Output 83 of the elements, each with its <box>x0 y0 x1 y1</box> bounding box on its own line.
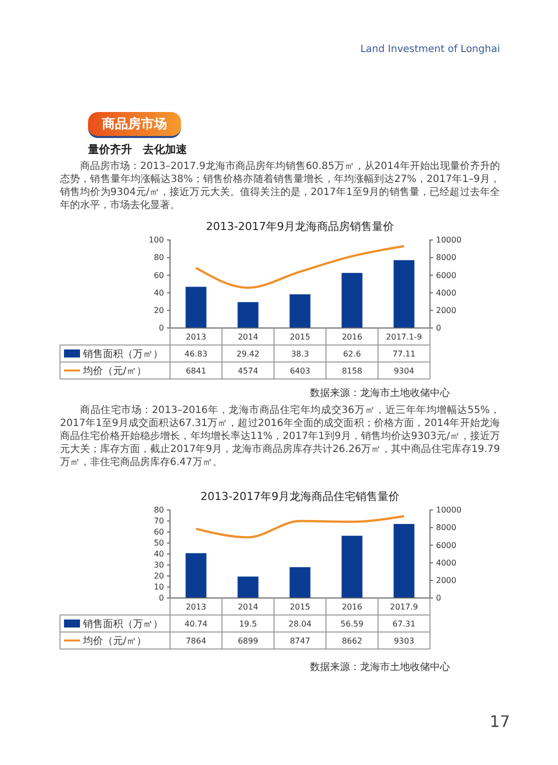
y-tick-label: 0 <box>158 324 164 333</box>
y2-tick-label: 10000 <box>436 236 462 245</box>
y2-tick-label: 2000 <box>436 306 456 315</box>
data-label: 9304 <box>394 366 414 376</box>
data-label: 9303 <box>394 636 414 646</box>
y-tick-label: 50 <box>154 538 164 548</box>
y2-tick-label: 4000 <box>436 558 456 568</box>
x-tick-label: 2017.9 <box>390 602 418 612</box>
legend-label: 销售面积（万㎡） <box>82 348 163 360</box>
x-tick-label: 2014 <box>238 332 258 342</box>
text: 量价齐升 去化加速 <box>88 142 188 157</box>
y-tick-label: 40 <box>154 288 164 298</box>
y-tick-label: 0 <box>158 594 164 603</box>
data-label: 77.11 <box>392 350 416 358</box>
x-tick-label: 2017.1-9 <box>386 332 422 342</box>
bar <box>342 536 362 598</box>
data-label: 62.6 <box>343 350 361 358</box>
source-note: 数据来源：龙海市土地收储中心 <box>309 386 450 400</box>
bar <box>394 260 414 328</box>
data-label: 38.3 <box>291 350 309 358</box>
bar <box>290 294 310 328</box>
y-tick-label: 20 <box>154 572 164 581</box>
y-tick-label: 10 <box>154 582 164 592</box>
text: 17 <box>488 712 510 731</box>
y-tick-label: 60 <box>154 270 164 280</box>
bar <box>342 272 362 328</box>
x-tick-label: 2013 <box>186 602 206 612</box>
source-note: 数据来源：龙海市土地收储中心 <box>309 660 450 674</box>
data-label: 29.42 <box>236 350 260 358</box>
y-tick-label: 80 <box>154 253 164 262</box>
y2-tick-label: 8000 <box>436 253 456 262</box>
x-tick-label: 2014 <box>238 602 258 612</box>
y2-tick-label: 6000 <box>436 540 456 550</box>
bar <box>238 302 258 328</box>
y-tick-label: 40 <box>154 550 164 559</box>
y2-tick-label: 6000 <box>436 270 456 280</box>
y-tick-label: 80 <box>154 506 164 515</box>
x-tick-label: 2016 <box>342 602 362 612</box>
bar <box>290 567 310 598</box>
data-label: 4574 <box>238 366 258 376</box>
y-tick-label: 100 <box>148 236 164 245</box>
legend-label: 销售面积（万㎡） <box>82 618 163 630</box>
bar <box>394 524 414 598</box>
data-label: 56.59 <box>340 620 364 628</box>
y2-tick-label: 0 <box>436 594 442 603</box>
legend-label: 均价（元/㎡） <box>82 635 146 647</box>
data-label: 6403 <box>290 366 310 376</box>
text: Land Investment of Longhai <box>359 44 500 55</box>
text: 商品房市场 <box>88 112 181 138</box>
text: 商品房市场：2013–2017.9龙海市商品房年均销售60.85万㎡，从2014年开始出现量价齐升的态势，销售量年均涨幅达38%；销售价格亦随着销售量增长，年均涨幅到达27%，2017年1–9月，销售均价为9304元/㎡，接近万元大关。值得关注的是，2017年1至9月的销售量，已经超过去年全年的水平，市场去化显著。 <box>60 160 500 212</box>
text: 商品住宅市场：2013–2016年，龙海市商品住宅年均成交36万㎡，近三年年均增幅达55%，2017年1至9月成交面积达67.31万㎡，超过2016年全面的成交面积；价格方面，2014年开始龙海商品住宅价格开始稳步增长，年均增长率达11%，2017年1到9月，销售均价达9303元/㎡，接近万元大关；库存方面，截止2017年9月，龙海市商品房库存共计26.26万㎡，其中商品住宅库存19.79万㎡，非住宅商品房库存6.47万㎡。 <box>60 404 500 469</box>
x-tick-label: 2013 <box>186 332 206 342</box>
data-label: 46.83 <box>184 350 208 358</box>
bar <box>186 553 206 598</box>
chart-title: 2013-2017年9月龙海商品住宅销售量价 <box>200 490 400 503</box>
data-label: 28.04 <box>288 620 312 628</box>
data-label: 6899 <box>238 636 258 646</box>
legend-label: 均价（元/㎡） <box>82 365 146 377</box>
data-label: 8158 <box>342 366 362 376</box>
y2-tick-label: 10000 <box>436 506 462 515</box>
chart-title: 2013-2017年9月龙海商品房销售量价 <box>206 220 394 233</box>
y2-tick-label: 0 <box>436 324 442 333</box>
y-tick-label: 70 <box>154 516 164 526</box>
data-label: 40.74 <box>184 620 208 628</box>
y-tick-label: 20 <box>154 306 164 315</box>
line-series <box>194 245 406 289</box>
y-tick-label: 30 <box>154 560 164 570</box>
data-label: 19.5 <box>239 620 257 628</box>
data-label: 6841 <box>186 366 206 376</box>
y2-tick-label: 2000 <box>436 576 456 585</box>
y-tick-label: 60 <box>154 528 164 537</box>
bar <box>186 286 206 328</box>
x-tick-label: 2015 <box>290 332 310 342</box>
y2-tick-label: 4000 <box>436 288 456 298</box>
x-tick-label: 2016 <box>342 332 362 342</box>
data-label: 7864 <box>186 636 206 646</box>
data-label: 8662 <box>342 636 362 646</box>
x-tick-label: 2015 <box>290 602 310 612</box>
line-series <box>194 515 406 538</box>
bar <box>238 576 258 598</box>
data-label: 8747 <box>290 636 310 646</box>
data-label: 67.31 <box>392 620 416 628</box>
y2-tick-label: 8000 <box>436 523 456 532</box>
